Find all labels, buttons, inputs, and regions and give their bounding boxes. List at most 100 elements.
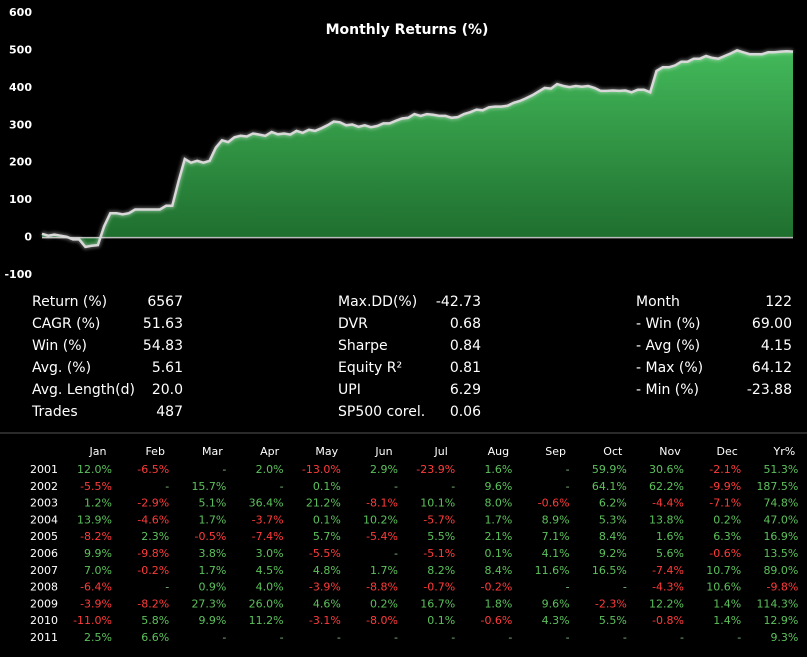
table-cell: 1.7% bbox=[198, 513, 226, 526]
row-year: 2003 bbox=[30, 497, 58, 510]
table-cell: 1.2% bbox=[84, 497, 112, 510]
table-cell: -5.5% bbox=[309, 547, 341, 560]
table-cell: 2.9% bbox=[370, 463, 398, 476]
stat-value: 0.84 bbox=[450, 338, 481, 354]
table-cell: 59.9% bbox=[592, 463, 627, 476]
stat-value: 51.63 bbox=[143, 316, 183, 332]
table-cell: 4.0% bbox=[256, 581, 284, 594]
table-cell: 16.5% bbox=[592, 564, 627, 577]
column-header: Feb bbox=[145, 445, 164, 458]
table-cell: 5.3% bbox=[599, 513, 627, 526]
stat-label: - Max (%) bbox=[636, 360, 703, 376]
table-cell: 0.2% bbox=[713, 513, 741, 526]
table-cell: 9.2% bbox=[599, 547, 627, 560]
table-cell: 36.4% bbox=[249, 497, 284, 510]
table-cell: -6.4% bbox=[80, 581, 112, 594]
table-cell: -5.7% bbox=[423, 513, 455, 526]
table-cell: 6.6% bbox=[141, 631, 169, 644]
stat-label: - Min (%) bbox=[636, 382, 699, 398]
table-cell: - bbox=[394, 631, 398, 644]
y-tick-label: 600 bbox=[9, 6, 32, 19]
table-cell: 8.4% bbox=[484, 564, 512, 577]
table-cell: 1.6% bbox=[656, 530, 684, 543]
table-cell: 11.2% bbox=[249, 614, 284, 627]
column-header: Apr bbox=[260, 445, 280, 458]
y-tick-label: 400 bbox=[9, 81, 32, 94]
table-cell: -0.8% bbox=[652, 614, 684, 627]
stat-value: 6.29 bbox=[450, 382, 481, 398]
table-cell: 4.3% bbox=[542, 614, 570, 627]
table-cell: 0.1% bbox=[427, 614, 455, 627]
table-cell: -9.9% bbox=[709, 480, 741, 493]
table-cell: 10.6% bbox=[706, 581, 741, 594]
stat-label: UPI bbox=[338, 382, 361, 398]
column-header: Mar bbox=[202, 445, 223, 458]
row-year: 2001 bbox=[30, 463, 58, 476]
table-cell: - bbox=[623, 631, 627, 644]
table-cell: 74.8% bbox=[763, 497, 798, 510]
table-cell: - bbox=[165, 480, 169, 493]
table-cell: 1.6% bbox=[484, 463, 512, 476]
stat-value: 487 bbox=[156, 404, 183, 420]
table-cell: 89.0% bbox=[763, 564, 798, 577]
stat-label: Avg. (%) bbox=[32, 360, 91, 376]
table-cell: -8.8% bbox=[366, 581, 398, 594]
table-cell: 12.0% bbox=[77, 463, 112, 476]
table-cell: 1.4% bbox=[713, 614, 741, 627]
table-cell: 3.8% bbox=[198, 547, 226, 560]
column-header: Dec bbox=[717, 445, 738, 458]
column-header: May bbox=[315, 445, 338, 458]
table-cell: 13.5% bbox=[763, 547, 798, 560]
table-cell: -11.0% bbox=[73, 614, 112, 627]
y-tick-label: -100 bbox=[4, 268, 32, 281]
table-cell: -3.9% bbox=[80, 597, 112, 610]
stat-value: -42.73 bbox=[436, 294, 481, 310]
table-cell: 9.9% bbox=[198, 614, 226, 627]
table-cell: - bbox=[737, 631, 741, 644]
table-cell: -3.9% bbox=[309, 581, 341, 594]
table-cell: -3.1% bbox=[309, 614, 341, 627]
area bbox=[42, 50, 793, 247]
column-header: Oct bbox=[603, 445, 623, 458]
stat-label: Win (%) bbox=[32, 338, 87, 354]
table-cell: 3.0% bbox=[256, 547, 284, 560]
stat-label: Max.DD(%) bbox=[338, 294, 417, 310]
table-cell: 0.1% bbox=[313, 480, 341, 493]
column-header: Yr% bbox=[773, 445, 796, 458]
table-cell: -8.1% bbox=[366, 497, 398, 510]
table-cell: 21.2% bbox=[306, 497, 341, 510]
row-year: 2002 bbox=[30, 480, 58, 493]
table-cell: - bbox=[451, 631, 455, 644]
table-cell: -9.8% bbox=[766, 581, 798, 594]
stat-value: 54.83 bbox=[143, 338, 183, 354]
table-cell: -3.7% bbox=[252, 513, 284, 526]
row-year: 2005 bbox=[30, 530, 58, 543]
table-cell: -0.6% bbox=[480, 614, 512, 627]
table-cell: - bbox=[394, 480, 398, 493]
table-cell: 4.5% bbox=[256, 564, 284, 577]
table-cell: - bbox=[280, 631, 284, 644]
table-cell: - bbox=[337, 631, 341, 644]
table-cell: 5.5% bbox=[427, 530, 455, 543]
table-cell: -9.8% bbox=[137, 547, 169, 560]
table-cell: - bbox=[451, 480, 455, 493]
table-cell: 8.0% bbox=[484, 497, 512, 510]
column-header: Aug bbox=[488, 445, 509, 458]
table-cell: 4.1% bbox=[542, 547, 570, 560]
table-cell: -7.1% bbox=[709, 497, 741, 510]
table-cell: -4.3% bbox=[652, 581, 684, 594]
table-cell: 7.0% bbox=[84, 564, 112, 577]
table-cell: 10.7% bbox=[706, 564, 741, 577]
table-cell: - bbox=[566, 480, 570, 493]
table-cell: 5.8% bbox=[141, 614, 169, 627]
stat-value: 0.81 bbox=[450, 360, 481, 376]
table-cell: -5.5% bbox=[80, 480, 112, 493]
table-cell: -4.4% bbox=[652, 497, 684, 510]
table-cell: 2.1% bbox=[484, 530, 512, 543]
stat-value: 0.68 bbox=[450, 316, 481, 332]
table-cell: 9.3% bbox=[770, 631, 798, 644]
table-cell: - bbox=[566, 631, 570, 644]
table-cell: 10.2% bbox=[363, 513, 398, 526]
y-tick-label: 0 bbox=[24, 231, 32, 244]
row-year: 2004 bbox=[30, 513, 58, 526]
